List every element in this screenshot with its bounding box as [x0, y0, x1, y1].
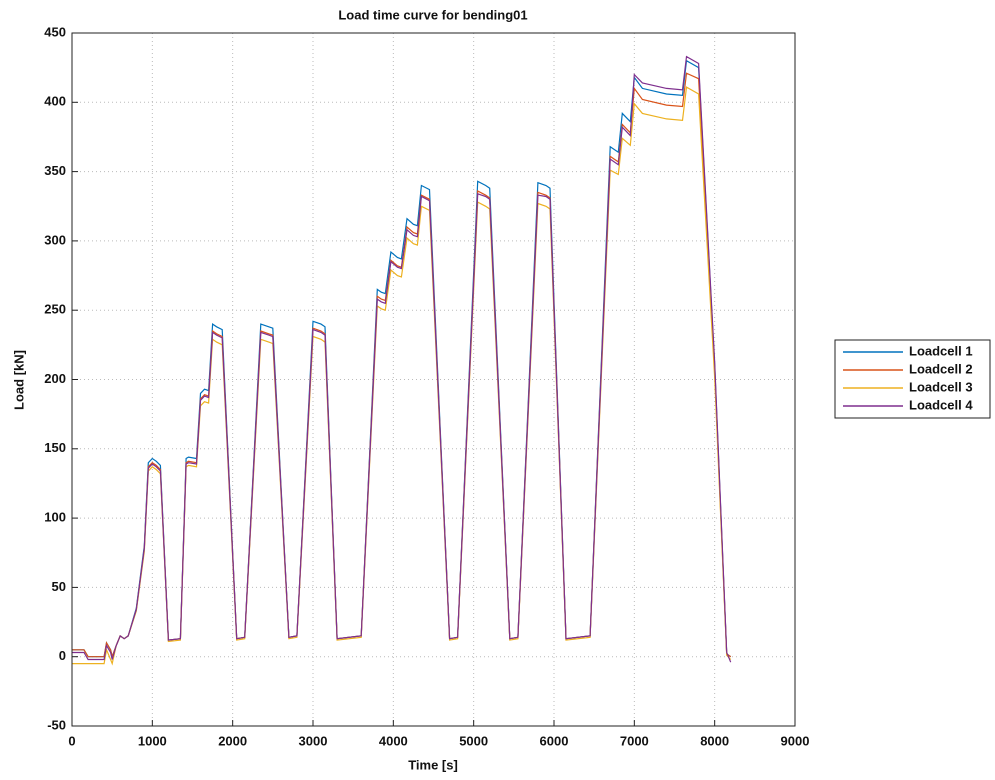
- series-line: [72, 55, 732, 663]
- y-tick-label: 150: [44, 440, 66, 455]
- legend-label: Loadcell 3: [909, 379, 973, 394]
- y-tick-label: -50: [47, 717, 66, 732]
- y-tick-label: 0: [59, 648, 66, 663]
- y-tick-label: 400: [44, 94, 66, 109]
- y-tick-label: 250: [44, 302, 66, 317]
- x-tick-label: 1000: [138, 733, 167, 748]
- x-axis-label: Time [s]: [408, 757, 458, 772]
- y-axis-label: Load [kN]: [11, 350, 26, 410]
- y-tick-label: 100: [44, 510, 66, 525]
- legend-label: Loadcell 2: [909, 361, 973, 376]
- plot-frame: [71, 32, 796, 727]
- y-tick-label: 200: [44, 371, 66, 386]
- x-tick-label: 6000: [540, 733, 569, 748]
- x-tick-label: 2000: [218, 733, 247, 748]
- legend-box: [834, 339, 991, 419]
- x-tick-label: 7000: [620, 733, 649, 748]
- y-tick-label: 350: [44, 163, 66, 178]
- x-tick-label: 3000: [299, 733, 328, 748]
- y-tick-label: 50: [52, 579, 66, 594]
- x-tick-label: 4000: [379, 733, 408, 748]
- x-tick-label: 0: [68, 733, 75, 748]
- legend-label: Loadcell 4: [909, 397, 973, 412]
- y-tick-label: 450: [44, 24, 66, 39]
- legend-label: Loadcell 1: [909, 343, 973, 358]
- y-tick-label: 300: [44, 232, 66, 247]
- chart-title: Load time curve for bending01: [338, 7, 527, 22]
- x-tick-label: 9000: [781, 733, 810, 748]
- x-tick-label: 5000: [459, 733, 488, 748]
- x-tick-label: 8000: [700, 733, 729, 748]
